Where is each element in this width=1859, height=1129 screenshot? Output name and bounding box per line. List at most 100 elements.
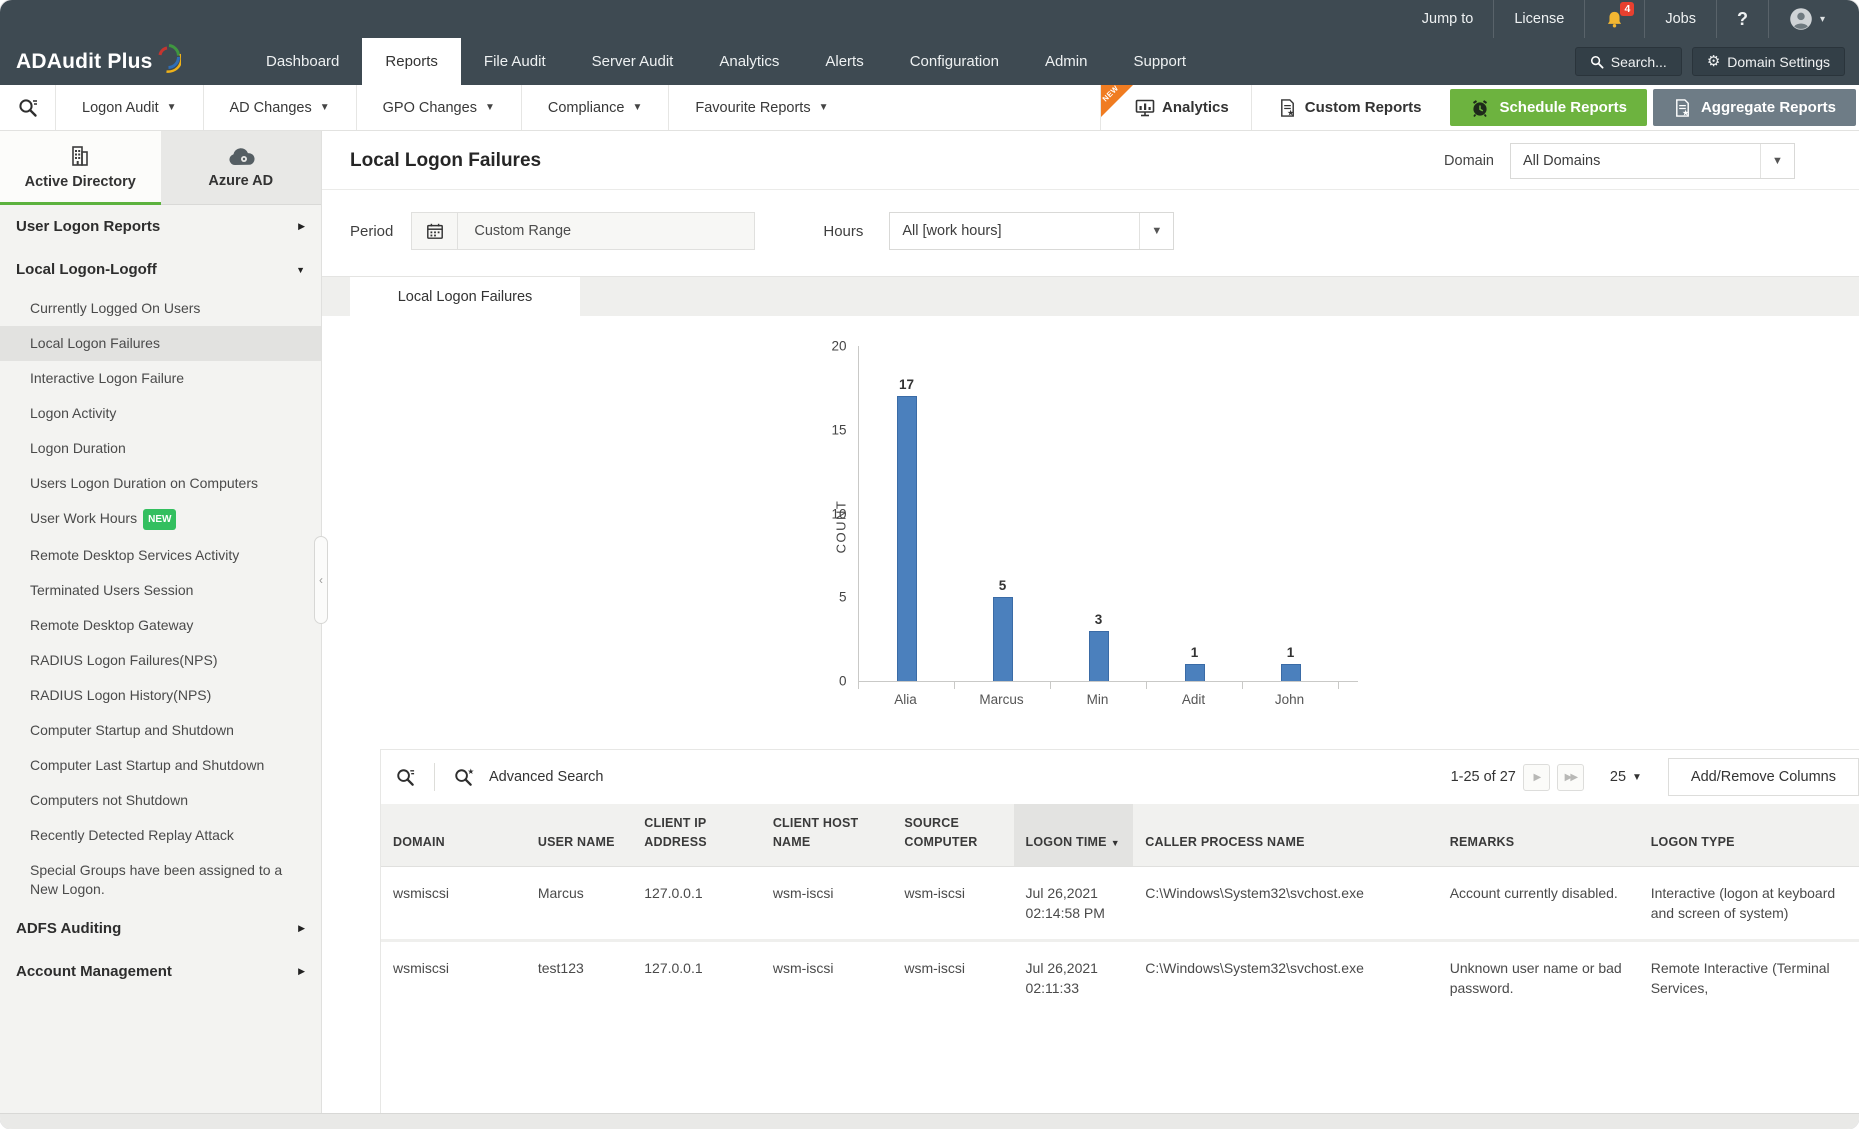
sidebar-item-logon-duration[interactable]: Logon Duration bbox=[30, 440, 126, 456]
sidebar-group-local-logon-logoff[interactable]: Local Logon-Logoff ▼ bbox=[16, 261, 305, 278]
sidebar-item-interactive-logon-failure[interactable]: Interactive Logon Failure bbox=[30, 370, 185, 386]
nav-item-analytics[interactable]: Analytics bbox=[719, 53, 780, 70]
advanced-search-icon[interactable]: ★ bbox=[447, 767, 480, 788]
col-header-logon-type[interactable]: LOGON TYPE bbox=[1638, 804, 1859, 867]
menu-compliance[interactable]: Compliance ▼ bbox=[522, 85, 670, 130]
chevron-right-icon: ▶ bbox=[298, 966, 305, 976]
hours-select[interactable]: All [work hours] ▼ bbox=[889, 212, 1175, 250]
sidebar-item-computer-last-startup-and-shutdown[interactable]: Computer Last Startup and Shutdown bbox=[30, 757, 265, 773]
col-header-user-name[interactable]: USER NAME bbox=[525, 804, 633, 867]
menu-logon-audit[interactable]: Logon Audit ▼ bbox=[56, 85, 204, 130]
report-star-icon: ★ bbox=[1278, 98, 1297, 118]
bar-value-label: 17 bbox=[898, 377, 915, 393]
sidebar-item-radius-logon-failures[interactable]: RADIUS Logon Failures(NPS) bbox=[30, 652, 218, 668]
col-header-logon-time[interactable]: LOGON TIME ▼ bbox=[1013, 804, 1134, 867]
page-size-select[interactable]: 25 ▼ bbox=[1610, 769, 1642, 785]
nav-item-reports[interactable]: Reports bbox=[362, 38, 461, 85]
sidebar-item-users-logon-duration-on-computers[interactable]: Users Logon Duration on Computers bbox=[30, 475, 259, 491]
schedule-reports-button[interactable]: Schedule Reports bbox=[1450, 89, 1647, 126]
sidebar-item-recently-detected-replay-attack[interactable]: Recently Detected Replay Attack bbox=[30, 827, 234, 843]
last-page-button[interactable]: ▶▶ bbox=[1556, 763, 1584, 791]
help-button[interactable]: ? bbox=[1715, 0, 1768, 38]
x-axis-category-label: Min bbox=[1086, 692, 1109, 707]
table-row[interactable]: wsmiscsi Marcus 127.0.0.1 wsm-iscsi wsm-… bbox=[381, 866, 1859, 943]
sidebar-group-adfs-auditing[interactable]: ADFS Auditing ▶ bbox=[16, 920, 305, 937]
nav-item-support[interactable]: Support bbox=[1133, 53, 1187, 70]
column-search-button[interactable] bbox=[389, 767, 422, 788]
chart-bar bbox=[896, 396, 917, 681]
menu-gpo-changes[interactable]: GPO Changes ▼ bbox=[357, 85, 522, 130]
jump-to-menu[interactable]: Jump to bbox=[1402, 0, 1494, 38]
sidebar-item-logon-activity[interactable]: Logon Activity bbox=[30, 405, 117, 421]
sidebar-group-account-management[interactable]: Account Management ▶ bbox=[16, 963, 305, 980]
table-toolbar: ★ Advanced Search 1-25 of 27 ▶ ▶▶ 25 ▼ A… bbox=[381, 750, 1859, 804]
tab-active-directory[interactable]: Active Directory bbox=[0, 131, 161, 205]
col-header-client-host[interactable]: CLIENT HOST NAME bbox=[760, 804, 893, 867]
sidebar-item-computer-startup-and-shutdown[interactable]: Computer Startup and Shutdown bbox=[30, 722, 234, 738]
license-label: License bbox=[1514, 11, 1565, 27]
sidebar-item-computers-not-shutdown[interactable]: Computers not Shutdown bbox=[30, 792, 188, 808]
sidebar-item-user-work-hours[interactable]: User Work Hours NEW bbox=[0, 501, 321, 538]
new-badge: NEW bbox=[143, 509, 177, 530]
new-ribbon bbox=[1101, 85, 1134, 117]
sidebar-item-currently-logged-on-users[interactable]: Currently Logged On Users bbox=[30, 300, 201, 316]
chart-bar bbox=[992, 597, 1013, 681]
chevron-down-icon: ▼ bbox=[166, 102, 177, 113]
chart-bar-group: 17 bbox=[859, 377, 955, 681]
col-header-client-ip[interactable]: CLIENT IP ADDRESS bbox=[632, 804, 761, 867]
sidebar-group-user-logon-reports[interactable]: User Logon Reports ▶ bbox=[16, 218, 305, 235]
nav-item-admin[interactable]: Admin bbox=[1044, 53, 1088, 70]
y-axis-tick-label: 20 bbox=[831, 338, 847, 354]
sidebar-collapse-handle[interactable]: ‹ bbox=[314, 536, 328, 624]
tab-azure-ad[interactable]: Azure AD bbox=[160, 131, 321, 205]
y-axis-tick-label: 10 bbox=[831, 506, 847, 521]
tab-label: Azure AD bbox=[208, 172, 274, 189]
global-search-button[interactable]: Search... bbox=[1574, 47, 1682, 76]
nav-item-server-audit[interactable]: Server Audit bbox=[591, 53, 674, 70]
domain-settings-button[interactable]: ⚙ Domain Settings bbox=[1691, 47, 1845, 76]
sidebar-item-remote-desktop-gateway[interactable]: Remote Desktop Gateway bbox=[30, 617, 194, 633]
cell-caller-process: C:\Windows\System32\svchost.exe bbox=[1133, 866, 1438, 943]
table-row[interactable]: wsmiscsi test123 127.0.0.1 wsm-iscsi wsm… bbox=[381, 941, 1859, 1015]
account-menu[interactable]: ▾ bbox=[1767, 0, 1845, 38]
nav-item-alerts[interactable]: Alerts bbox=[825, 53, 864, 70]
nav-item-file-audit[interactable]: File Audit bbox=[483, 53, 546, 70]
bottom-scroll-strip[interactable] bbox=[0, 1113, 1859, 1129]
app-logo[interactable]: ADAudit Plus bbox=[0, 38, 225, 85]
sidebar-item-radius-logon-history[interactable]: RADIUS Logon History(NPS) bbox=[30, 687, 212, 703]
col-header-domain[interactable]: DOMAIN bbox=[381, 804, 526, 867]
notifications-button[interactable]: 4 bbox=[1584, 0, 1644, 38]
custom-reports-button[interactable]: ★ Custom Reports bbox=[1250, 85, 1448, 130]
add-remove-columns-button[interactable]: Add/Remove Columns bbox=[1667, 758, 1859, 796]
nav-item-configuration[interactable]: Configuration bbox=[909, 53, 999, 70]
next-page-button[interactable]: ▶ bbox=[1522, 763, 1550, 791]
aggregate-reports-button[interactable]: ★ Aggregate Reports bbox=[1652, 89, 1856, 126]
sidebar-item-special-groups-new-logon[interactable]: Special Groups have been assigned to a N… bbox=[30, 862, 283, 897]
jobs-menu[interactable]: Jobs bbox=[1644, 0, 1716, 38]
sidebar-item-terminated-users-session[interactable]: Terminated Users Session bbox=[30, 582, 194, 598]
utility-bar: Jump to License 4 Jobs ? ▾ bbox=[0, 0, 1859, 38]
report-tabstrip: Local Logon Failures bbox=[322, 276, 1859, 316]
advanced-search-label[interactable]: Advanced Search bbox=[489, 769, 604, 785]
sort-descending-icon: ▼ bbox=[1110, 837, 1120, 848]
nav-item-dashboard[interactable]: Dashboard bbox=[266, 53, 340, 70]
col-header-caller-process[interactable]: CALLER PROCESS NAME bbox=[1133, 804, 1438, 867]
analytics-button[interactable]: NEW Analytics bbox=[1100, 84, 1251, 130]
cell-caller-process: C:\Windows\System32\svchost.exe bbox=[1145, 960, 1364, 977]
col-header-remarks[interactable]: REMARKS bbox=[1437, 804, 1639, 867]
tab-local-logon-failures[interactable]: Local Logon Failures bbox=[350, 277, 580, 316]
menu-ad-changes[interactable]: AD Changes ▼ bbox=[204, 85, 357, 130]
period-input[interactable]: Custom Range bbox=[411, 212, 756, 250]
license-menu[interactable]: License bbox=[1493, 0, 1584, 38]
tab-label: Active Directory bbox=[24, 173, 136, 190]
report-search-button[interactable] bbox=[0, 85, 56, 130]
sidebar-item-local-logon-failures[interactable]: Local Logon Failures bbox=[0, 326, 321, 361]
chevron-down-icon: ▼ bbox=[1139, 213, 1173, 249]
report-header: Local Logon Failures Domain All Domains … bbox=[322, 131, 1859, 190]
col-header-source-computer[interactable]: SOURCE COMPUTER bbox=[892, 804, 1014, 867]
domain-select[interactable]: All Domains ▼ bbox=[1510, 143, 1795, 179]
menu-favourite-reports[interactable]: Favourite Reports ▼ bbox=[695, 99, 829, 116]
sidebar-item-remote-desktop-services-activity[interactable]: Remote Desktop Services Activity bbox=[30, 547, 240, 563]
nav-right-actions: Search... ⚙ Domain Settings bbox=[1574, 38, 1859, 85]
table-toolbar-right: 1-25 of 27 ▶ ▶▶ 25 ▼ Add/Remove Columns bbox=[1451, 758, 1859, 796]
